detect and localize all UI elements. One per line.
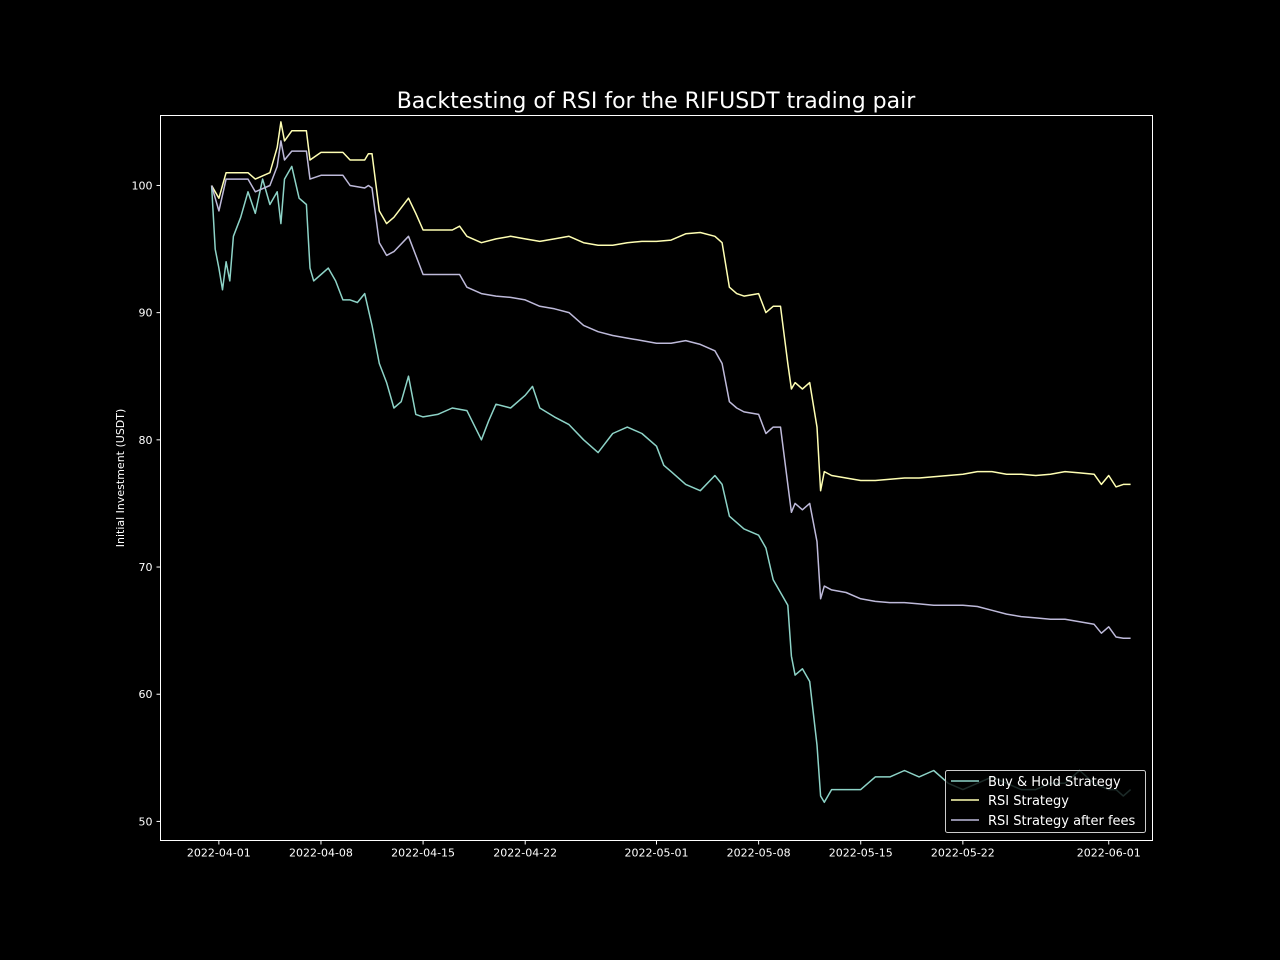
y-tick-label: 60 [139,688,153,701]
x-tick-label: 2022-05-22 [931,847,995,860]
x-tick-label: 2022-06-01 [1077,847,1141,860]
series-line-buy-hold [210,165,1132,804]
legend: Buy & Hold Strategy RSI Strategy RSI Str… [945,770,1146,833]
series-line-rsi-fees [210,140,1131,640]
x-tick-label: 2022-04-01 [187,847,251,860]
y-tick-label: 50 [139,815,153,828]
y-tick-label: 80 [139,434,153,447]
x-tick-label: 2022-05-15 [829,847,893,860]
x-tick-label: 2022-04-15 [391,847,455,860]
legend-box [945,770,1146,833]
series-line-rsi [210,121,1131,492]
legend-label-rsi-fees: RSI Strategy after fees [988,814,1136,829]
series-layer [210,121,1132,804]
y-tick-label: 90 [139,307,153,320]
x-tick-label: 2022-05-08 [727,847,791,860]
y-tick-label: 70 [139,561,153,574]
y-tick-label: 100 [132,179,153,192]
legend-label-buy-hold: Buy & Hold Strategy [988,775,1121,790]
x-axis-ticks: 2022-04-01 2022-04-08 2022-04-15 2022-04-22… [187,840,1141,860]
x-tick-label: 2022-04-08 [289,847,353,860]
x-tick-label: 2022-04-22 [493,847,557,860]
y-axis-ticks: 50 60 70 80 90 100 [132,179,161,828]
y-axis-label: Initial Investment (USDT) [114,409,127,548]
chart-title: Backtesting of RSI for the RIFUSDT tradi… [397,89,917,114]
legend-label-rsi: RSI Strategy [988,794,1069,809]
x-tick-label: 2022-05-01 [625,847,689,860]
plot-frame [160,115,1153,841]
